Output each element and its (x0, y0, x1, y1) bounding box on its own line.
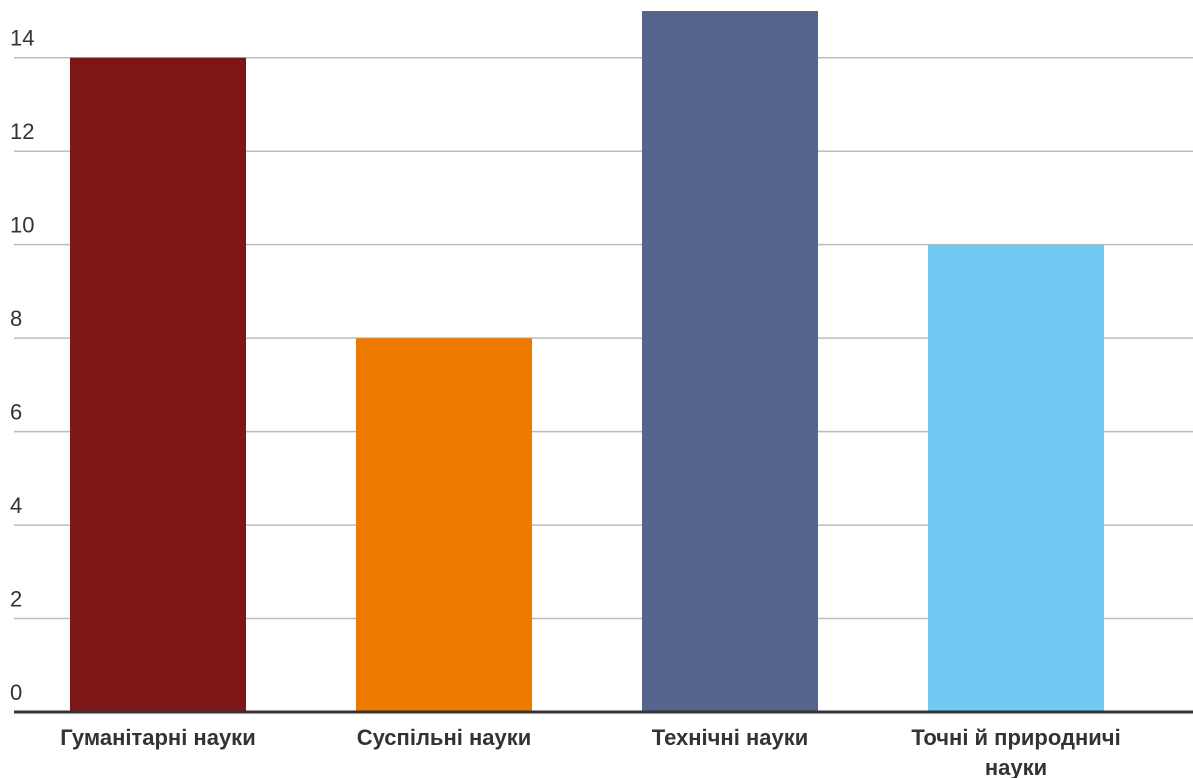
x-axis-categories: Гуманітарні науки Суспільні науки Технічні… (60, 725, 1120, 778)
x-category-label: Точні й природничі (911, 725, 1120, 750)
y-tick-label: 2 (10, 587, 22, 612)
bar (642, 11, 818, 712)
y-tick-label: 6 (10, 400, 22, 425)
y-tick-label: 8 (10, 306, 22, 331)
y-tick-label: 12 (10, 119, 34, 144)
y-tick-label: 14 (10, 26, 34, 51)
x-category-label: Технічні науки (652, 725, 809, 750)
bar (928, 244, 1104, 712)
x-category-label: науки (985, 755, 1047, 778)
y-tick-label: 10 (10, 213, 34, 238)
y-tick-label: 0 (10, 680, 22, 705)
y-axis-ticks: 0 2 4 6 8 10 12 14 (10, 26, 34, 705)
x-category-label: Суспільні науки (357, 725, 532, 750)
y-tick-label: 4 (10, 493, 22, 518)
x-category-label: Гуманітарні науки (60, 725, 255, 750)
bar (70, 57, 246, 712)
bars (70, 11, 1104, 712)
bar (356, 338, 532, 712)
